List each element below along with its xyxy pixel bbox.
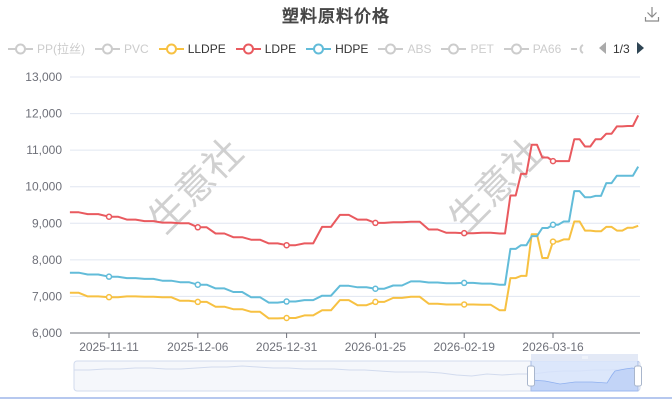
data-point-marker[interactable] [460,229,468,237]
legend-label: PVC [124,42,149,56]
data-zoom-handle-left[interactable] [527,365,535,387]
x-tick-label: 2026-03-16 [522,340,584,354]
x-tick-label: 2025-12-31 [256,340,318,354]
data-point-marker[interactable] [105,273,113,280]
legend-next-button[interactable] [636,41,645,58]
legend-prev-button[interactable] [598,41,607,58]
bottom-border [0,397,672,399]
legend-item-pa66[interactable]: PA66 [503,42,562,56]
data-point-marker[interactable] [549,221,557,228]
data-point-marker[interactable] [194,281,202,288]
legend-item-pvc[interactable]: PVC [95,42,149,56]
y-tick-label: 12,000 [25,107,62,121]
watermark: 生意社 [440,130,552,242]
legend-line-circle-icon [235,43,261,55]
legend-label: PP(拉丝) [37,42,86,56]
y-tick-label: 9,000 [32,216,62,230]
legend-line-circle-icon [158,43,184,55]
data-point-marker[interactable] [460,301,468,308]
data-point-marker[interactable] [460,279,468,287]
legend-label: LLDPE [187,42,226,56]
data-point-marker[interactable] [549,157,557,165]
x-tick-label: 2025-11-11 [79,340,139,354]
legend-item-ldpe[interactable]: LDPE [235,42,297,56]
legend-item-pp[interactable]: PP(拉丝) [8,42,85,56]
legend-line-circle-icon [8,43,33,55]
download-icon [644,7,660,22]
legend-item-hdpe[interactable]: HDPE [306,42,368,56]
x-tick-label: 2026-01-25 [345,340,407,354]
legend-line-circle-icon [571,44,584,54]
data-point-marker[interactable] [194,298,202,306]
y-tick-label: 11,000 [26,143,62,157]
data-point-marker[interactable] [105,293,113,301]
y-tick-label: 7,000 [32,289,62,303]
y-tick-label: 8,000 [32,253,62,267]
legend-line-circle-icon [503,43,529,55]
legend-item-truncated[interactable] [571,42,589,56]
series-line-lldpe[interactable] [69,220,639,320]
legend-label: LDPE [264,42,297,56]
legend-line-circle-icon [95,43,121,55]
data-point-marker[interactable] [105,213,113,220]
data-point-marker[interactable] [283,314,290,322]
legend-label: ABS [407,42,432,56]
data-point-marker[interactable] [372,285,379,292]
series-line-ldpe[interactable] [69,114,640,247]
y-tick-label: 6,000 [32,326,62,340]
data-zoom-move-handle[interactable] [531,354,638,361]
data-point-marker[interactable] [283,298,290,305]
legend-line-circle-icon [306,43,332,55]
download-button[interactable] [643,5,661,23]
legend-line-circle-icon [441,43,467,55]
legend-label: PET [470,42,494,56]
data-point-marker[interactable] [549,238,557,245]
x-tick-label: 2025-12-06 [167,340,229,354]
legend-pager: 1/3 [598,40,645,58]
legend-label: PA66 [532,42,562,56]
x-tick-label: 2026-02-19 [434,340,496,354]
data-point-marker[interactable] [372,298,379,306]
legend-item-abs[interactable]: ABS [378,42,431,56]
legend-line-circle-icon [378,43,404,55]
triangle-left-icon [599,41,606,54]
legend-item-lldpe[interactable]: LLDPE [158,42,226,56]
legend-label: HDPE [335,42,369,56]
data-point-marker[interactable] [194,224,202,231]
data-point-marker[interactable] [283,241,290,249]
data-zoom-handle-right[interactable] [634,365,642,387]
chart-title: 塑料原料价格 [282,7,390,27]
chart-legend: PP(拉丝) PVC LLDPE LDPE HDPE ABS PET PA66 [8,40,599,58]
y-tick-label: 13,000 [25,70,62,84]
legend-page-indicator: 1/3 [613,42,630,56]
legend-item-pet[interactable]: PET [441,42,494,56]
data-point-marker[interactable] [372,219,379,227]
triangle-right-icon [636,41,644,54]
series-line-hdpe[interactable] [69,166,640,304]
y-tick-label: 10,000 [25,180,62,194]
